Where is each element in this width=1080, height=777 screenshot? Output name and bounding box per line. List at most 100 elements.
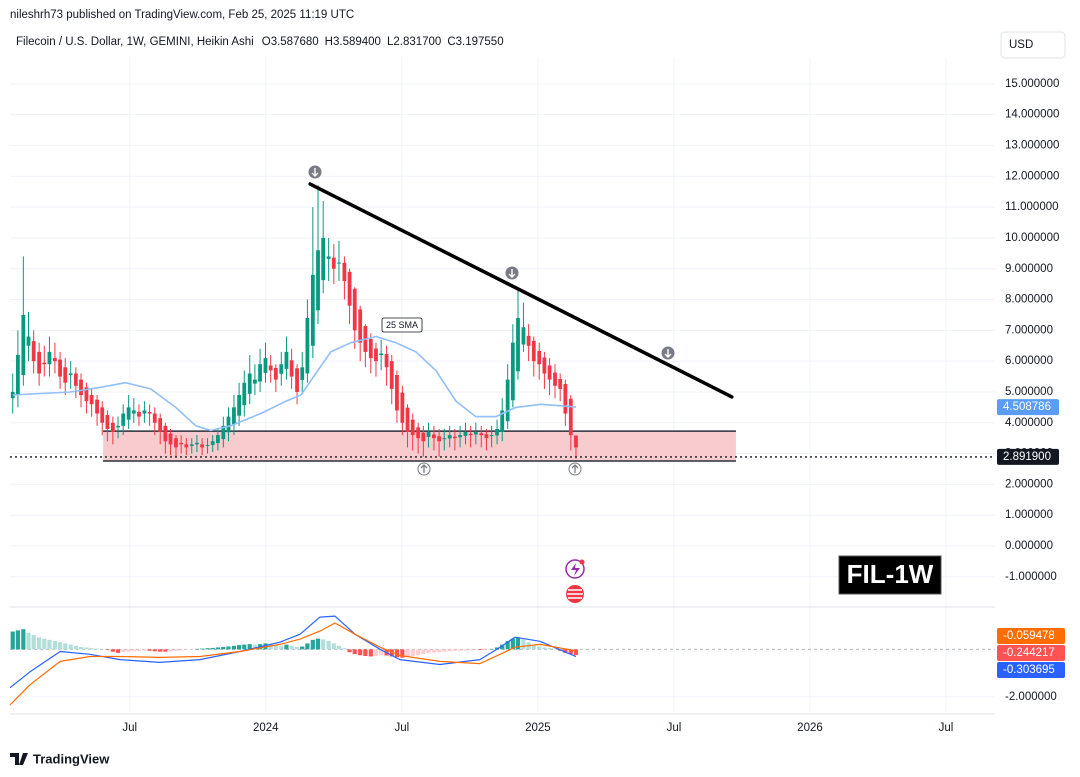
candle-body [316,250,320,311]
currency-button[interactable] [1000,31,1066,59]
marker-up [568,462,582,476]
candle-body [326,256,331,259]
y-tick-label: -1.000000 [1005,571,1057,583]
candle-body [273,367,278,380]
candle-body [553,372,557,386]
candle-body [263,358,268,373]
histogram-bar [437,649,442,653]
histogram-bar [363,649,368,656]
candle-body [252,379,257,384]
histogram-bar [515,637,521,650]
candle-body [310,274,315,346]
y-tick-label: 12.000000 [1005,170,1059,182]
y-tick-label: 8.000000 [1005,294,1053,306]
candle-body [52,358,57,362]
candle-body [558,379,563,389]
candle-body [537,350,542,365]
histogram-bar [342,648,347,650]
indicator-value-label: -0.244217 [1003,647,1055,659]
histogram-bar [321,639,326,650]
histogram-bar [237,645,242,650]
x-tick-label: Jul [122,722,137,734]
histogram-bar [78,646,84,650]
candle-body [116,425,120,428]
candle-body [305,318,310,374]
economic-icon[interactable] [566,585,584,603]
candle-body [221,425,226,440]
histogram-bar [247,644,252,650]
candle-body [574,435,578,448]
histogram-bar [389,649,394,657]
histogram-bar [158,649,163,652]
histogram-bar [531,644,536,650]
histogram-bar [473,649,478,651]
histogram-bar [300,646,305,650]
y-tick-label: 0.000000 [1005,540,1053,552]
candle-body [421,432,426,442]
ohlc-open: O3.587680 [262,36,319,48]
currency[interactable]: USD [1009,39,1033,51]
x-tick-label: Jul [939,722,954,734]
candle-body [521,327,526,345]
main-pane: 25 SMA [10,182,995,462]
candle-body [195,442,199,445]
histogram-bar [368,649,373,657]
candle-body [84,387,89,402]
histogram-bar [152,649,157,652]
publish-info: nileshrh73 published on TradingView.com,… [10,9,354,21]
event-icon[interactable] [565,559,585,579]
candle-body [500,410,505,433]
sma-line [12,335,577,432]
sma-name: 25 SMA [386,320,418,330]
candle-body [374,348,378,362]
histogram-bar [510,638,515,650]
candle-body [389,361,394,389]
candle-body [184,444,189,448]
candle-body [179,442,184,445]
x-tick-label: Jul [667,722,682,734]
candle-body [21,314,26,376]
candle-body [358,309,363,343]
y-tick-label: 11.000000 [1005,201,1059,213]
candle-body [489,435,494,437]
symbol-title: Filecoin / U.S. Dollar, 1W, GEMINI, Heik… [16,36,254,48]
candle-body [68,373,73,376]
ohlc-low: L2.831700 [387,36,441,48]
candle-body [437,436,442,442]
candle-body [131,410,136,414]
histogram-bar [94,648,100,650]
histogram-bar [294,646,300,650]
watermark: FIL-1W [847,559,934,589]
x-tick-label: Jul [394,722,409,734]
candle-body [416,427,421,439]
candle-body [526,335,531,346]
candle-body [26,336,31,346]
candle-body [505,379,510,422]
histogram-bar [573,649,579,656]
macd-pane [9,615,995,706]
histogram-bar [136,649,142,651]
histogram-bar [10,631,15,650]
candle-body [352,288,357,331]
candle-body [426,432,431,437]
histogram-bar [310,639,315,650]
histogram-bar [179,649,184,651]
sma-value-box [997,399,1059,416]
histogram-bar [452,649,457,652]
candle-body [205,444,210,446]
candle-body [79,379,83,396]
histogram-bar [205,648,210,650]
candle-body [237,395,242,416]
histogram-bar [110,649,115,652]
candle-body [15,354,20,396]
histogram-bar [394,649,400,658]
histogram-bar [468,649,473,651]
histogram-bar [131,649,136,652]
candle-body [268,365,273,371]
trendline [308,182,734,399]
candle-body [137,411,141,417]
price-value-box [997,448,1059,465]
candle-body [142,410,147,414]
histogram-bar [400,649,405,658]
histogram-bar [568,649,573,655]
